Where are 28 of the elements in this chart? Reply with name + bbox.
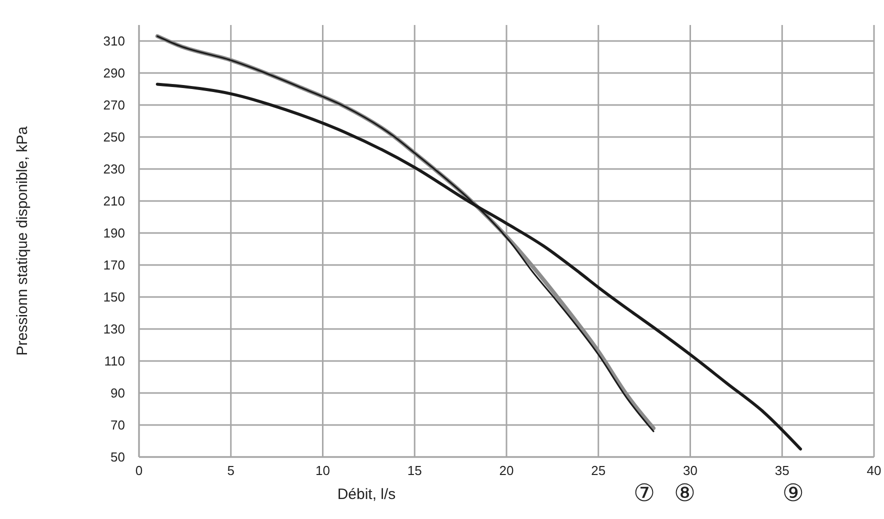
y-tick-label: 310: [103, 34, 125, 48]
x-tick-label: 15: [407, 463, 422, 478]
y-tick-label: 270: [103, 98, 125, 112]
x-tick-label: 5: [227, 463, 234, 478]
y-tick-label: 150: [103, 290, 125, 304]
text: ⑧: [674, 479, 696, 507]
y-tick-label: 130: [103, 322, 125, 336]
y-tick-label: 230: [103, 162, 125, 176]
y-tick-label: 70: [110, 418, 125, 432]
y-tick-label: 110: [104, 354, 125, 368]
x-tick-label: 30: [683, 463, 698, 478]
y-axis-title: Pressionn statique disponible, kPa: [14, 126, 31, 356]
y-tick-label: 190: [103, 226, 125, 240]
x-axis-title: Débit, l/s: [337, 486, 396, 503]
x-tick-label: 10: [316, 463, 330, 478]
x-tick-label: 20: [499, 463, 514, 478]
y-tick-label: 90: [110, 386, 125, 400]
text: ⑨: [782, 479, 804, 507]
x-tick-label: 0: [135, 463, 143, 478]
y-tick-label: 250: [103, 130, 125, 144]
y-tick-label: 290: [103, 66, 125, 80]
x-tick-label: 35: [774, 463, 790, 478]
text: ⑦: [634, 479, 656, 507]
y-tick-label: 50: [110, 450, 125, 464]
x-tick-label: 40: [866, 463, 882, 478]
x-tick-label: 25: [591, 463, 606, 478]
y-tick-label: 170: [103, 258, 125, 272]
y-tick-label: 210: [103, 194, 125, 208]
